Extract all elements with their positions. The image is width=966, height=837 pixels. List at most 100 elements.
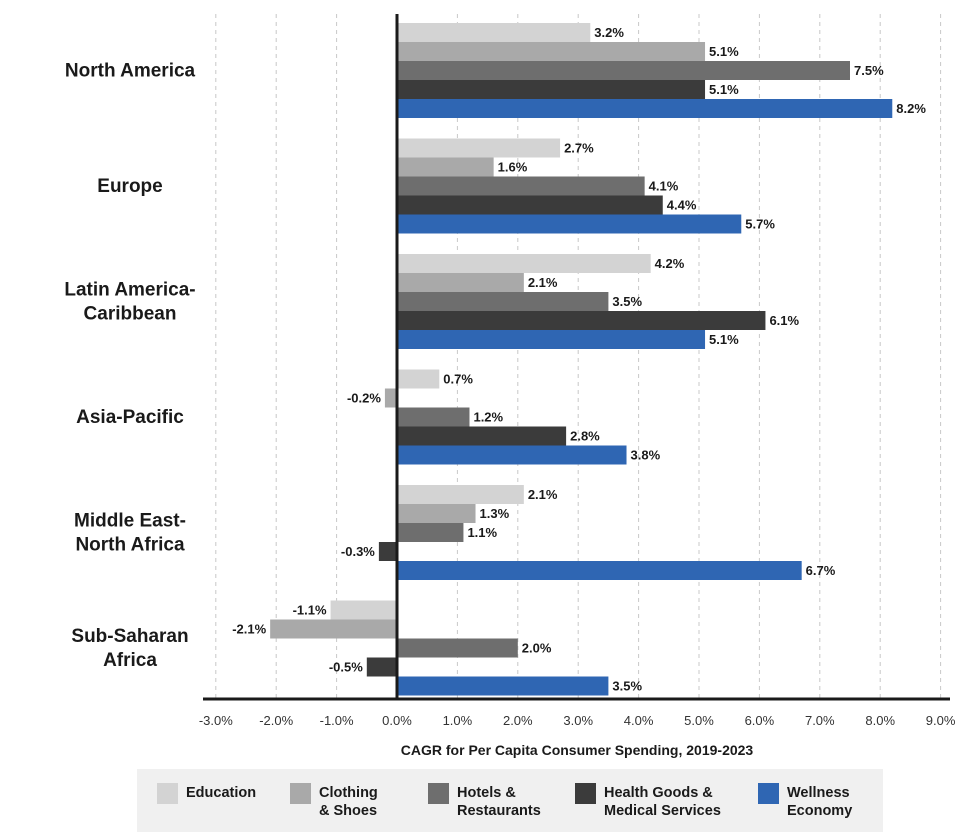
bar bbox=[397, 638, 518, 658]
bar bbox=[397, 214, 742, 234]
bar bbox=[397, 561, 802, 580]
data-label: 5.7% bbox=[745, 217, 775, 232]
category-label: Asia-Pacific bbox=[76, 407, 184, 428]
legend-label: Hotels & bbox=[457, 785, 516, 801]
bar bbox=[397, 61, 850, 80]
data-label: -2.1% bbox=[232, 622, 266, 637]
category-label: Sub-Saharan bbox=[71, 626, 188, 647]
data-label: 0.7% bbox=[443, 372, 473, 387]
x-tick-label: 4.0% bbox=[624, 713, 654, 728]
data-label: 2.1% bbox=[528, 275, 558, 290]
bar bbox=[397, 42, 706, 61]
data-label: 2.1% bbox=[528, 487, 558, 502]
bar bbox=[397, 254, 651, 273]
bar bbox=[397, 157, 494, 177]
bar bbox=[397, 23, 591, 42]
category-label: North America bbox=[65, 61, 196, 82]
data-label: 5.1% bbox=[709, 82, 739, 97]
data-label: 3.8% bbox=[631, 448, 661, 463]
x-tick-label: 1.0% bbox=[443, 713, 473, 728]
data-label: 2.0% bbox=[522, 641, 552, 656]
x-tick-label: 6.0% bbox=[745, 713, 775, 728]
x-axis-label: CAGR for Per Capita Consumer Spending, 2… bbox=[401, 742, 754, 758]
data-label: 4.1% bbox=[649, 179, 679, 194]
data-label: 6.1% bbox=[769, 313, 799, 328]
x-tick-label: 9.0% bbox=[926, 713, 956, 728]
bar bbox=[397, 523, 464, 542]
data-label: -1.1% bbox=[293, 603, 327, 618]
x-tick-label: -3.0% bbox=[199, 713, 233, 728]
x-tick-label: 0.0% bbox=[382, 713, 412, 728]
category-label: Africa bbox=[103, 650, 157, 671]
legend-swatch bbox=[290, 783, 311, 804]
legend-label: Restaurants bbox=[457, 803, 541, 819]
bar bbox=[397, 407, 470, 427]
bar bbox=[397, 292, 609, 311]
bar bbox=[384, 388, 397, 408]
bar bbox=[397, 445, 627, 465]
category-label: Europe bbox=[97, 176, 162, 197]
data-label: 4.2% bbox=[655, 256, 685, 271]
bar bbox=[330, 600, 397, 620]
legend-label: Medical Services bbox=[604, 803, 721, 819]
x-tick-labels: -3.0% -2.0% -1.0% 0.0% 1.0% 2.0% 3.0% 4.0% 5.0% 6… bbox=[199, 713, 956, 728]
category-labels: North America Europe Latin America- Caribbe… bbox=[64, 61, 195, 672]
data-label: 6.7% bbox=[806, 563, 836, 578]
legend-label: Clothing bbox=[319, 785, 378, 801]
x-tick-label: 5.0% bbox=[684, 713, 714, 728]
legend-label: Health Goods & bbox=[604, 785, 713, 801]
legend-label: Wellness bbox=[787, 785, 850, 801]
category-label: Latin America- bbox=[64, 280, 195, 301]
legend-swatch bbox=[428, 783, 449, 804]
data-label: 5.1% bbox=[709, 332, 739, 347]
category-label: North Africa bbox=[75, 535, 185, 556]
legend-label: & Shoes bbox=[319, 803, 377, 819]
x-tick-label: 2.0% bbox=[503, 713, 533, 728]
data-label: 3.5% bbox=[612, 294, 642, 309]
bar bbox=[397, 80, 706, 99]
data-label: -0.5% bbox=[329, 660, 363, 675]
data-label: -0.2% bbox=[347, 391, 381, 406]
data-label: 2.8% bbox=[570, 429, 600, 444]
data-label: 1.6% bbox=[498, 160, 528, 175]
data-label: 5.1% bbox=[709, 44, 739, 59]
legend-swatch bbox=[758, 783, 779, 804]
legend-label: Economy bbox=[787, 803, 852, 819]
data-label: 3.2% bbox=[594, 25, 624, 40]
x-tick-label: 7.0% bbox=[805, 713, 835, 728]
bar bbox=[397, 426, 567, 446]
bar bbox=[366, 657, 397, 677]
x-tick-label: -1.0% bbox=[320, 713, 354, 728]
value-labels: 3.2% 5.1% 7.5% 5.1% 8.2% 2.7% 1.6% 4.1% 4.4% 5.7%… bbox=[232, 25, 926, 694]
bar bbox=[270, 619, 397, 639]
data-label: 1.1% bbox=[467, 525, 497, 540]
legend-swatch bbox=[575, 783, 596, 804]
bar bbox=[397, 176, 645, 196]
data-label: 4.4% bbox=[667, 198, 697, 213]
legend-label: Education bbox=[186, 785, 256, 801]
category-label: Middle East- bbox=[74, 511, 186, 532]
bar bbox=[397, 676, 609, 696]
legend-swatch bbox=[157, 783, 178, 804]
gridlines bbox=[215, 14, 942, 699]
bar bbox=[397, 195, 663, 215]
bar bbox=[397, 330, 706, 349]
bars bbox=[270, 23, 893, 696]
bar bbox=[397, 485, 524, 504]
data-label: 7.5% bbox=[854, 63, 884, 78]
data-label: 2.7% bbox=[564, 141, 594, 156]
bar bbox=[397, 311, 766, 330]
bar bbox=[397, 99, 893, 118]
bar bbox=[397, 504, 476, 523]
data-label: 3.5% bbox=[612, 679, 642, 694]
x-tick-label: 3.0% bbox=[563, 713, 593, 728]
legend: Education Clothing & Shoes Hotels & Restaura… bbox=[137, 769, 883, 832]
data-label: 8.2% bbox=[896, 101, 926, 116]
data-label: -0.3% bbox=[341, 544, 375, 559]
bar bbox=[397, 369, 440, 389]
bar bbox=[397, 138, 561, 158]
category-label: Caribbean bbox=[84, 304, 177, 325]
axes bbox=[203, 14, 950, 701]
x-tick-label: 8.0% bbox=[865, 713, 895, 728]
